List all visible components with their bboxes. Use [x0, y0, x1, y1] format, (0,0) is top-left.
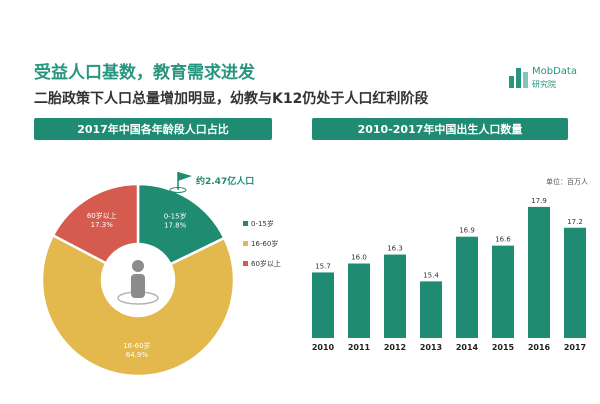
pie-slice-label-1: 64.9% [126, 351, 149, 359]
logo-bars-icon [509, 68, 528, 88]
bar-category-label-0: 2010 [312, 343, 335, 352]
logo-sub: 研究院 [532, 80, 556, 89]
bar-category-label-7: 2017 [564, 343, 586, 352]
pie-svg: 0-15岁17.8%16-60岁64.9%60岁以上17.3%约2.47亿人口0… [40, 172, 281, 378]
logo-name: MobData [532, 66, 577, 77]
births-bar-chart: 单位：百万人 15.7 2010 16.0 2011 16.3 2012 15.4 2013 16… [290, 150, 600, 400]
pie-slice-label-0: 17.8% [164, 222, 187, 230]
bar-category-label-3: 2013 [420, 343, 442, 352]
bar-2015 [492, 245, 514, 338]
legend-label-2: 60岁以上 [251, 259, 281, 268]
bar-category-label-4: 2014 [456, 343, 479, 352]
pie-annotation: 约2.47亿人口 [196, 175, 254, 187]
bar-value-label-4: 16.9 [459, 227, 475, 235]
bar-category-label-1: 2011 [348, 343, 371, 352]
bar-svg: 单位：百万人 15.7 2010 16.0 2011 16.3 2012 15.4 2013 16… [312, 177, 588, 352]
bar-2017 [564, 227, 586, 338]
legend-swatch-2 [243, 261, 248, 266]
bar-value-label-7: 17.2 [567, 218, 583, 226]
bar-category-label-5: 2015 [492, 343, 515, 352]
pie-slice-name-0: 0-15岁 [164, 212, 187, 221]
bar-unit-label: 单位：百万人 [546, 177, 588, 186]
person-icon [117, 260, 159, 305]
bar-2014 [456, 236, 478, 338]
pie-slice-label-2: 17.3% [91, 221, 114, 229]
bar-value-label-3: 15.4 [423, 271, 439, 279]
pie-slice-name-1: 16-60岁 [123, 341, 150, 350]
legend-swatch-0 [243, 221, 248, 226]
pie-chart-title: 2017年中国各年龄段人口占比 [34, 118, 272, 140]
flag-icon [169, 172, 192, 193]
page-title: 受益人口基数，教育需求进发 [34, 63, 255, 83]
pie-slice-2 [51, 182, 140, 265]
legend-swatch-1 [243, 241, 248, 246]
pie-slice-0 [136, 182, 227, 266]
age-pie-chart: 0-15岁 17.8% 16-60岁 64.9% 60岁以上 17.3% 约2.47亿人口 0… [0, 150, 300, 400]
bar-value-label-2: 16.3 [387, 245, 403, 253]
bar-value-label-1: 16.0 [351, 254, 367, 262]
bar-2011 [348, 263, 370, 338]
bar-category-label-6: 2016 [528, 343, 551, 352]
bar-value-label-5: 16.6 [495, 236, 511, 244]
legend-label-1: 16-60岁 [251, 239, 278, 248]
bar-2013 [420, 281, 442, 338]
bar-2010 [312, 272, 334, 338]
page-subtitle: 二胎政策下人口总量增加明显，幼教与K12仍处于人口红利阶段 [34, 91, 429, 107]
bar-value-label-0: 15.7 [315, 262, 331, 270]
bar-2016 [528, 206, 550, 338]
bar-value-label-6: 17.9 [531, 197, 547, 205]
bar-2012 [384, 254, 406, 338]
mobdata-logo: MobData 研究院 [508, 64, 588, 94]
pie-slice-name-2: 60岁以上 [87, 211, 117, 220]
pie-slice-1 [40, 233, 236, 378]
legend-label-0: 0-15岁 [251, 219, 274, 228]
bar-chart-title: 2010-2017年中国出生人口数量 [312, 118, 568, 140]
bar-category-label-2: 2012 [384, 343, 406, 352]
